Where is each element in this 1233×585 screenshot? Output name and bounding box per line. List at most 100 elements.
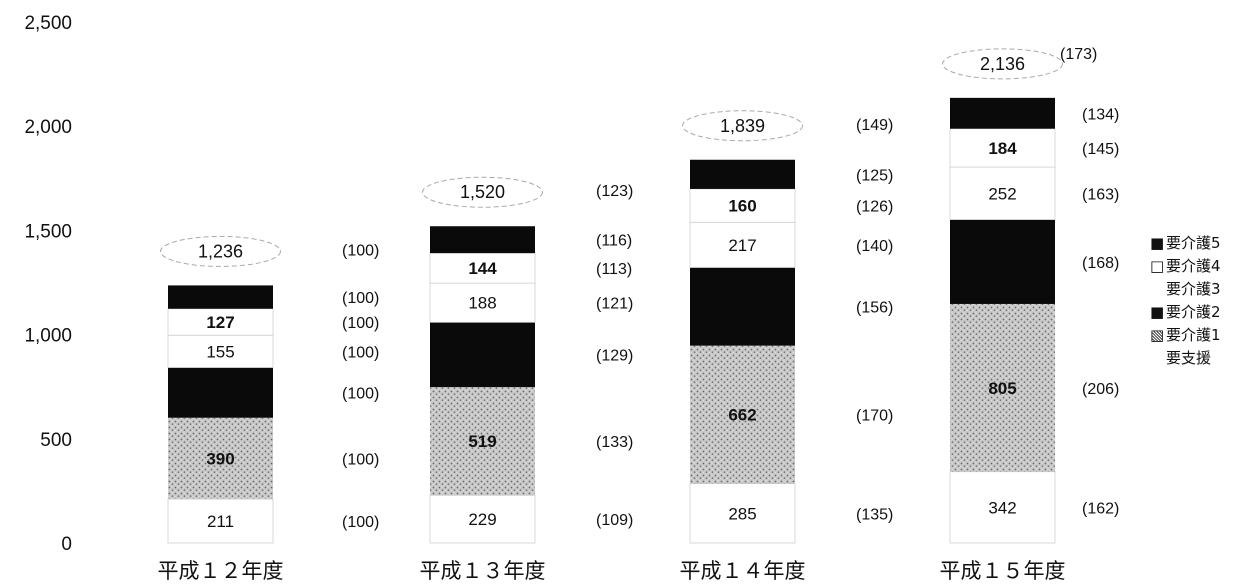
- segment-index-label: (116): [596, 233, 632, 250]
- legend-label: 要介護4: [1166, 257, 1221, 275]
- bar-segment: [430, 387, 535, 496]
- category-label: 平成１４年度: [680, 559, 806, 583]
- total-label: 1,236: [198, 241, 243, 261]
- segment-index-label: (129): [596, 348, 633, 365]
- bar-segment: [950, 97, 1055, 129]
- legend-label: 要介護3: [1166, 280, 1221, 298]
- bars: [167, 97, 1056, 544]
- segment-index-label: (100): [342, 315, 379, 332]
- total-index-label: (123): [596, 183, 633, 200]
- bar-segment: [429, 494, 536, 544]
- bar-segment: [167, 308, 274, 336]
- legend-label: 要介護2: [1166, 303, 1221, 321]
- total-index-label: (100): [342, 242, 379, 259]
- segment-index-label: (133): [596, 434, 633, 451]
- total-label: 1,839: [720, 116, 765, 136]
- segment-index-label: (135): [856, 506, 893, 523]
- segment-index-label: (145): [1082, 141, 1119, 158]
- category-label: 平成１５年度: [940, 559, 1066, 583]
- total-ellipse: [682, 110, 803, 142]
- segment-index-label: (206): [1082, 381, 1119, 398]
- total-label: 2,136: [980, 54, 1025, 74]
- segment-value-label: 662: [728, 406, 756, 425]
- bar-segment: [690, 345, 795, 484]
- bar-segment: [168, 417, 273, 500]
- bar-segment: [430, 322, 535, 388]
- bar-segment: [950, 303, 1055, 472]
- legend-marker: ▧: [1150, 326, 1164, 344]
- bar-segment: [429, 282, 536, 323]
- bar-segment: [949, 128, 1056, 168]
- bar-segment: [167, 498, 274, 544]
- segment-value-label: 252: [988, 184, 1016, 203]
- bar-segment: [689, 188, 796, 223]
- segment-value-label: 144: [468, 259, 497, 278]
- total-index-label: (149): [856, 117, 893, 134]
- segment-index-label: (170): [856, 408, 893, 425]
- legend-marker: □: [1150, 257, 1164, 275]
- bar-segment: [950, 219, 1055, 304]
- legend-marker: ■: [1150, 303, 1164, 321]
- data-labels: 211 (100) 390 (100) (100) 155 (100) 127 (100) (10…: [160, 46, 1119, 531]
- y-tick-label: 2,000: [24, 117, 72, 138]
- segment-index-label: (125): [856, 167, 893, 184]
- total-index-label: (173): [1060, 46, 1097, 63]
- segment-value-label: 217: [728, 236, 756, 255]
- segment-index-label: (134): [1082, 106, 1119, 123]
- legend-label: 要支援: [1166, 349, 1211, 367]
- segment-index-label: (156): [856, 300, 893, 317]
- segment-value-label: 160: [728, 197, 756, 216]
- bar-segment: [168, 285, 273, 309]
- category-label: 平成１２年度: [158, 559, 284, 583]
- segment-value-label: 519: [468, 432, 496, 451]
- bar-segment: [689, 483, 796, 544]
- bar-segment: [949, 471, 1056, 544]
- y-tick-label: 1,500: [24, 221, 72, 242]
- y-tick-label: 1,000: [24, 326, 72, 347]
- segment-index-label: (100): [342, 451, 379, 468]
- legend-marker: ■: [1150, 234, 1164, 252]
- x-axis-categories: 平成１２年度 平成１３年度 平成１４年度 平成１５年度: [158, 559, 1066, 583]
- bar-segment: [690, 159, 795, 189]
- segment-index-label: (140): [856, 238, 893, 255]
- segment-value-label: 805: [988, 379, 1016, 398]
- segment-index-label: (109): [596, 512, 633, 529]
- segment-value-label: 155: [206, 342, 234, 361]
- legend-label: 要介護1: [1166, 326, 1221, 344]
- total-ellipse: [160, 235, 281, 267]
- segment-index-label: (126): [856, 199, 893, 216]
- segment-value-label: 229: [468, 510, 496, 529]
- segment-value-label: 285: [728, 504, 756, 523]
- bar-segment: [168, 367, 273, 418]
- y-tick-label: 0: [61, 534, 72, 555]
- bar-segment: [949, 166, 1056, 220]
- bar-segment: [430, 226, 535, 254]
- segment-index-label: (162): [1082, 500, 1119, 517]
- y-tick-label: 500: [40, 430, 72, 451]
- segment-index-label: (100): [342, 386, 379, 403]
- bar-segment: [689, 221, 796, 268]
- total-label: 1,520: [460, 182, 505, 202]
- y-axis-ticks: 0 500 1,000 1,500 2,000 2,500: [24, 13, 72, 555]
- y-tick-label: 2,500: [24, 13, 72, 34]
- category-label: 平成１３年度: [420, 559, 546, 583]
- segment-value-label: 127: [206, 313, 234, 332]
- segment-index-label: (100): [342, 344, 379, 361]
- legend-label: 要介護5: [1166, 234, 1221, 252]
- segment-index-label: (100): [342, 514, 379, 531]
- segment-value-label: 184: [988, 139, 1017, 158]
- total-ellipse: [942, 48, 1063, 80]
- segment-index-label: (113): [596, 261, 632, 278]
- segment-value-label: 211: [207, 512, 234, 531]
- bar-segment: [690, 267, 795, 346]
- segment-index-label: (121): [596, 296, 633, 313]
- segment-index-label: (100): [342, 290, 379, 307]
- total-ellipse: [422, 176, 543, 208]
- segment-value-label: 390: [206, 449, 234, 468]
- bar-segment: [429, 252, 536, 284]
- segment-index-label: (163): [1082, 186, 1119, 203]
- segment-value-label: 342: [988, 498, 1016, 517]
- segment-value-label: 188: [468, 294, 496, 313]
